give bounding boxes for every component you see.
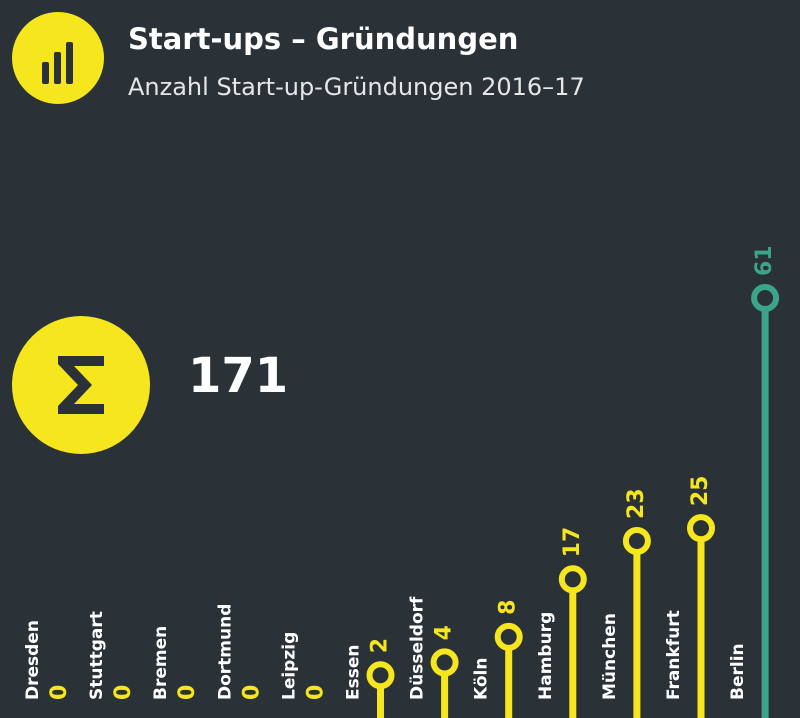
- marker-köln: [494, 622, 523, 651]
- chart-subtitle: Anzahl Start-up-Gründungen 2016–17: [128, 73, 585, 101]
- value-label-bremen: 0: [175, 685, 200, 700]
- marker-düsseldorf: [430, 648, 459, 677]
- category-label-dresden: Dresden: [23, 620, 43, 700]
- marker-essen: [366, 661, 395, 690]
- value-label-köln: 8: [496, 600, 521, 615]
- category-label-münchen: München: [600, 613, 620, 700]
- chart-title: Start-ups – Gründungen: [128, 22, 519, 56]
- category-label-düsseldorf: Düsseldorf: [408, 596, 428, 700]
- value-label-münchen: 23: [624, 488, 649, 519]
- category-label-bremen: Bremen: [151, 626, 171, 700]
- marker-münchen: [622, 526, 651, 555]
- value-label-berlin: 61: [752, 245, 777, 276]
- value-label-dortmund: 0: [239, 685, 264, 700]
- marker-hamburg: [558, 565, 587, 594]
- total-value: 171: [188, 348, 289, 404]
- category-label-köln: Köln: [472, 658, 492, 700]
- category-label-stuttgart: Stuttgart: [87, 611, 107, 700]
- sigma-icon: [12, 316, 150, 454]
- marker-berlin: [751, 284, 780, 312]
- category-label-leipzig: Leipzig: [279, 632, 299, 700]
- value-label-düsseldorf: 4: [432, 625, 457, 640]
- value-label-essen: 2: [368, 638, 393, 653]
- marker-frankfurt: [687, 514, 715, 543]
- category-label-frankfurt: Frankfurt: [664, 610, 684, 700]
- category-label-hamburg: Hamburg: [536, 612, 556, 700]
- value-label-stuttgart: 0: [111, 685, 136, 700]
- bar-chart-icon: [12, 12, 104, 104]
- value-label-frankfurt: 25: [688, 476, 713, 507]
- category-label-essen: Essen: [344, 645, 364, 700]
- value-label-leipzig: 0: [303, 685, 328, 700]
- category-label-dortmund: Dortmund: [215, 604, 235, 700]
- value-label-dresden: 0: [47, 685, 72, 700]
- value-label-hamburg: 17: [560, 527, 585, 558]
- category-label-berlin: Berlin: [728, 643, 748, 700]
